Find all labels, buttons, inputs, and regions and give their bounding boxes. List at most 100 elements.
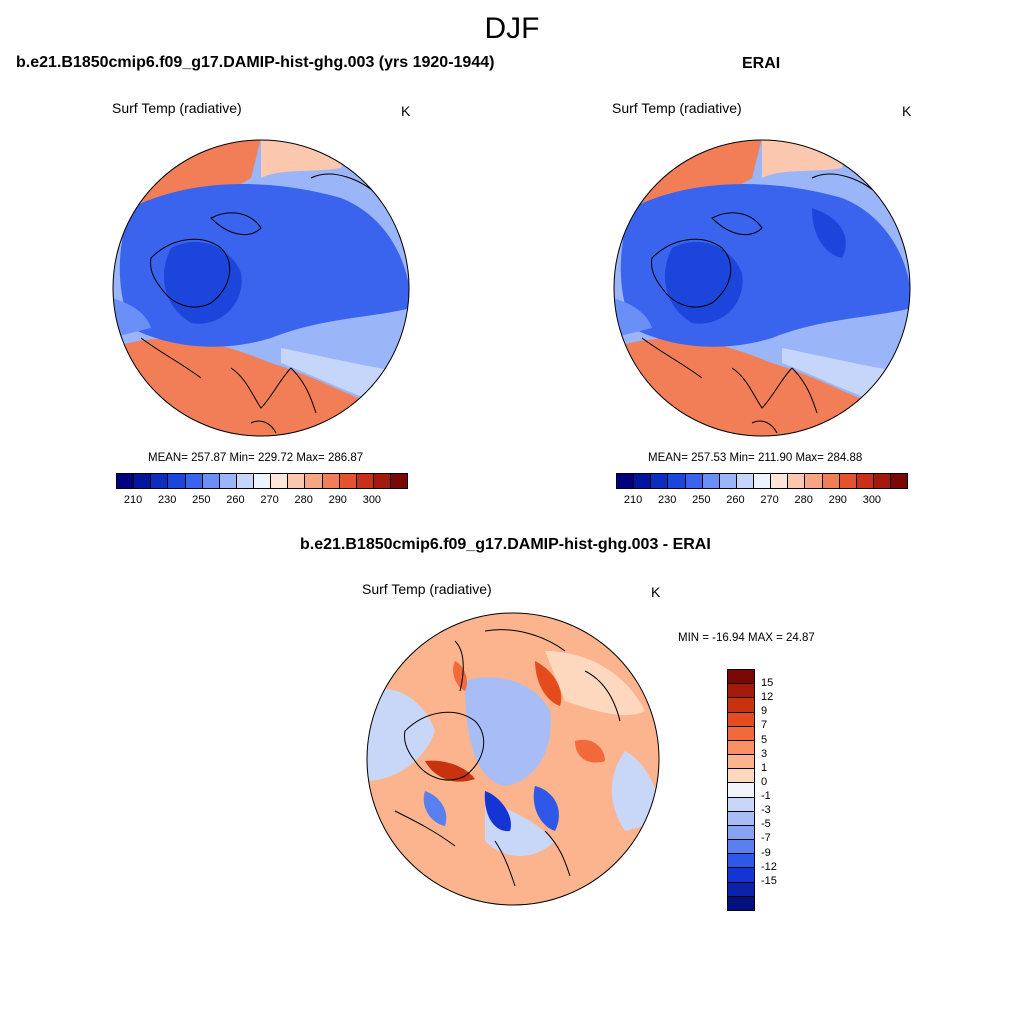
colorbar-tick-label: 270: [760, 494, 779, 506]
colorbar-swatch: [873, 474, 891, 488]
diff-panel-variable-label: Surf Temp (radiative): [362, 581, 492, 597]
colorbar-swatch: [168, 474, 186, 488]
colorbar-swatch: [634, 474, 652, 488]
diff-colorbar: [727, 669, 755, 911]
colorbar-tick-label: -1: [761, 790, 771, 803]
diff-panel-stats: MIN = -16.94 MAX = 24.87: [678, 632, 815, 644]
colorbar-swatch: [373, 474, 391, 488]
colorbar-tick-label: 210: [623, 494, 643, 506]
panel-1-variable-label: Surf Temp (radiative): [112, 100, 242, 116]
colorbar-swatch: [754, 474, 772, 488]
colorbar-swatch: [651, 474, 669, 488]
colorbar-tick-label: 230: [657, 494, 677, 506]
colorbar-tick-label: 1: [761, 761, 768, 774]
colorbar-swatch: [728, 854, 754, 869]
colorbar-swatch: [305, 474, 323, 488]
colorbar-swatch: [185, 474, 203, 488]
colorbar-tick-label: 3: [761, 747, 768, 760]
colorbar-swatch: [728, 896, 754, 910]
colorbar-swatch: [728, 769, 754, 784]
colorbar-swatch: [728, 740, 754, 756]
colorbar-tick-label: 260: [726, 494, 745, 506]
panel-2-units-label: K: [902, 103, 912, 119]
colorbar-swatch: [728, 882, 754, 897]
panel-2-variable-label: Surf Temp (radiative): [612, 100, 742, 116]
colorbar-tick-label: 260: [226, 494, 245, 506]
panel-1-stats: MEAN= 257.87 Min= 229.72 Max= 286.87: [148, 452, 364, 464]
colorbar-tick-label: -9: [761, 846, 771, 859]
colorbar-swatch: [728, 755, 754, 770]
panel-1-colorbar: [116, 473, 408, 489]
colorbar-tick-label: -5: [761, 818, 771, 831]
colorbar-swatch: [728, 712, 754, 727]
colorbar-swatch: [117, 474, 135, 488]
colorbar-swatch: [391, 474, 408, 488]
colorbar-swatch: [728, 670, 754, 685]
panel-2-title: ERAI: [742, 55, 781, 72]
diff-panel-units-label: K: [651, 584, 661, 600]
colorbar-swatch: [719, 474, 737, 488]
diff-colorbar-ticks: 15 12 9 7 5 3 1 0 -1 -3 -5 -7 -9 -12 -15: [761, 669, 801, 909]
colorbar-swatch: [771, 474, 789, 488]
colorbar-tick-label: -7: [761, 832, 771, 845]
colorbar-swatch: [271, 474, 289, 488]
colorbar-swatch: [805, 474, 823, 488]
panel-2-polar-map: [613, 139, 911, 437]
colorbar-tick-label: 210: [123, 494, 143, 506]
colorbar-swatch: [728, 797, 754, 812]
colorbar-swatch: [728, 825, 754, 841]
colorbar-tick-label: 12: [761, 691, 774, 704]
colorbar-swatch: [839, 474, 857, 488]
panel-2-stats: MEAN= 257.53 Min= 211.90 Max= 284.88: [648, 452, 863, 464]
figure-title: DJF: [484, 12, 540, 45]
colorbar-swatch: [728, 811, 754, 826]
colorbar-swatch: [788, 474, 806, 488]
colorbar-tick-label: 300: [862, 494, 882, 506]
panel-1-units-label: K: [401, 103, 411, 119]
colorbar-swatch: [219, 474, 237, 488]
colorbar-swatch: [322, 474, 340, 488]
colorbar-swatch: [254, 474, 272, 488]
colorbar-swatch: [236, 474, 254, 488]
colorbar-swatch: [728, 868, 754, 883]
colorbar-tick-label: -3: [761, 804, 771, 817]
colorbar-swatch: [202, 474, 220, 488]
colorbar-swatch: [685, 474, 703, 488]
panel-2-colorbar-ticks: 210 230 250 260 270 280 290 300: [616, 494, 906, 510]
colorbar-tick-label: 230: [157, 494, 177, 506]
colorbar-tick-label: 280: [294, 494, 313, 506]
colorbar-tick-label: 250: [692, 494, 711, 506]
panel-1-colorbar-ticks: 210 230 250 260 270 280 290 300: [116, 494, 406, 510]
colorbar-tick-label: 15: [761, 677, 774, 690]
colorbar-swatch: [288, 474, 306, 488]
colorbar-swatch: [891, 474, 908, 488]
diff-panel-polar-map: [366, 612, 660, 906]
colorbar-swatch: [822, 474, 840, 488]
colorbar-tick-label: -12: [761, 860, 777, 873]
colorbar-swatch: [702, 474, 720, 488]
colorbar-swatch: [728, 783, 754, 798]
colorbar-tick-label: 290: [328, 494, 347, 506]
panel-2-colorbar: [616, 473, 908, 489]
diff-panel-title: b.e21.B1850cmip6.f09_g17.DAMIP-hist-ghg.…: [300, 536, 711, 553]
colorbar-tick-label: 250: [192, 494, 211, 506]
colorbar-swatch: [134, 474, 152, 488]
colorbar-swatch: [356, 474, 374, 488]
colorbar-swatch: [339, 474, 357, 488]
colorbar-swatch: [736, 474, 754, 488]
colorbar-tick-label: 5: [761, 733, 768, 746]
panel-1-polar-map: [112, 139, 410, 437]
colorbar-swatch: [856, 474, 874, 488]
colorbar-tick-label: 280: [794, 494, 813, 506]
colorbar-swatch: [617, 474, 635, 488]
colorbar-tick-label: 300: [362, 494, 382, 506]
colorbar-tick-label: 0: [761, 775, 768, 788]
colorbar-tick-label: 290: [828, 494, 847, 506]
colorbar-tick-label: 9: [761, 705, 768, 718]
colorbar-swatch: [728, 684, 754, 699]
colorbar-swatch: [728, 698, 754, 713]
colorbar-tick-label: 7: [761, 719, 768, 732]
colorbar-swatch: [728, 840, 754, 855]
colorbar-swatch: [668, 474, 686, 488]
colorbar-tick-label: 270: [260, 494, 279, 506]
